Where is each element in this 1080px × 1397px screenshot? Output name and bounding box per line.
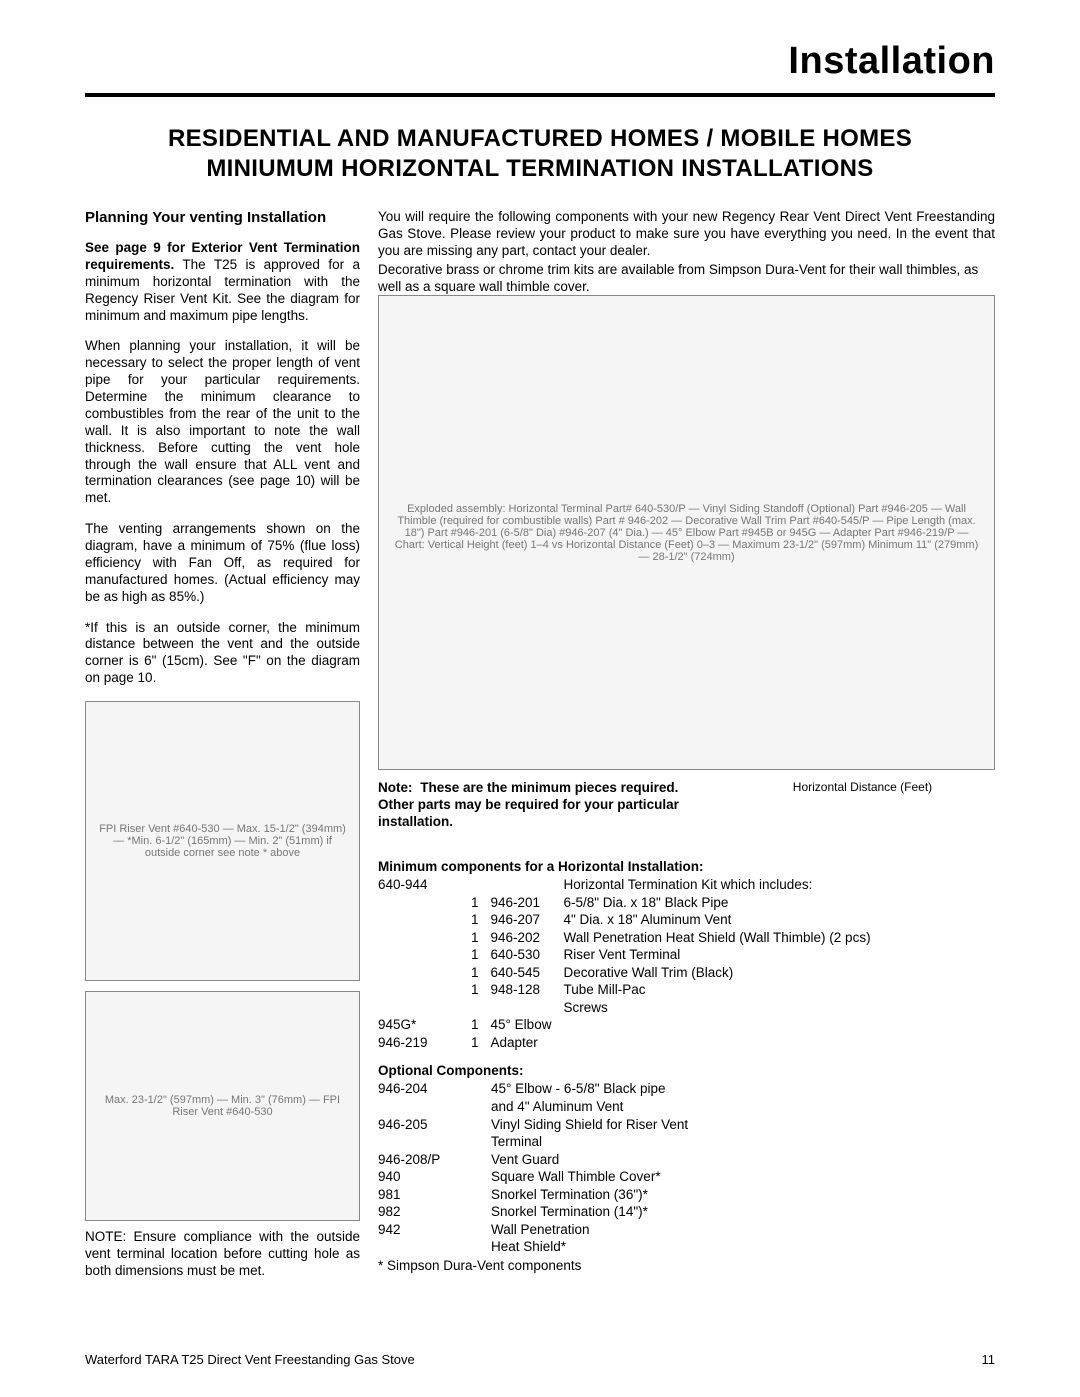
title-rule xyxy=(85,93,995,97)
left-column: Planning Your venting Installation See p… xyxy=(85,209,360,1280)
page-footer: Waterford TARA T25 Direct Vent Freestand… xyxy=(85,1352,995,1367)
intro-para-2: Decorative brass or chrome trim kits are… xyxy=(378,262,995,296)
opt-components-heading: Optional Components: xyxy=(378,1063,995,1078)
para-3: The venting arrangements shown on the di… xyxy=(85,521,360,605)
para-4: *If this is an outside corner, the minim… xyxy=(85,620,360,688)
page-title: Installation xyxy=(85,40,995,83)
chart-axis-caption: Horizontal Distance (Feet) xyxy=(730,780,995,845)
intro-para: You will require the following component… xyxy=(378,209,995,260)
table-row: Heat Shield* xyxy=(378,1238,700,1256)
table-row: 1948-128Tube Mill-Pac xyxy=(378,981,883,999)
table-row: Terminal xyxy=(378,1133,700,1151)
planning-subhead: Planning Your venting Installation xyxy=(85,209,360,226)
table-row: 1640-530Riser Vent Terminal xyxy=(378,946,883,964)
footer-product: Waterford TARA T25 Direct Vent Freestand… xyxy=(85,1352,415,1367)
note-bottom: NOTE: Ensure compliance with the outside… xyxy=(85,1229,360,1280)
table-row: 982Snorkel Termination (14")* xyxy=(378,1203,700,1221)
table-row: 945G*145° Elbow xyxy=(378,1016,883,1034)
table-row: 946-20445° Elbow - 6-5/8" Black pipe xyxy=(378,1080,700,1098)
diagram-exploded-label: Exploded assembly: Horizontal Terminal P… xyxy=(379,491,994,575)
para-2: When planning your installation, it will… xyxy=(85,338,360,507)
min-components-heading: Minimum components for a Horizontal Inst… xyxy=(378,859,995,874)
table-row: and 4" Aluminum Vent xyxy=(378,1098,700,1116)
table-row: 981Snorkel Termination (36")* xyxy=(378,1186,700,1204)
note-minimum-pieces: Note: These are the minimum pieces requi… xyxy=(378,780,710,831)
footer-page-number: 11 xyxy=(982,1352,996,1367)
table-row: 640-944Horizontal Termination Kit which … xyxy=(378,876,883,894)
diagram-corner-label: FPI Riser Vent #640-530 — Max. 15-1/2" (… xyxy=(86,815,359,867)
table-row: 942Wall Penetration xyxy=(378,1221,700,1239)
note-text: These are the minimum pieces required. O… xyxy=(378,780,679,829)
right-column: You will require the following component… xyxy=(378,209,995,1280)
table-row: 946-208/PVent Guard xyxy=(378,1151,700,1169)
min-components-table: 640-944Horizontal Termination Kit which … xyxy=(378,876,883,1051)
table-row: 946-2191Adapter xyxy=(378,1034,883,1052)
table-row: 1946-2016-5/8" Dia. x 18" Black Pipe xyxy=(378,894,883,912)
para-1: See page 9 for Exterior Vent Termination… xyxy=(85,240,360,324)
note-label: Note: xyxy=(378,780,413,795)
table-row: Screws xyxy=(378,999,883,1017)
section-heading-1: RESIDENTIAL AND MANUFACTURED HOMES / MOB… xyxy=(85,125,995,153)
diagram-height-clearance: Max. 23-1/2" (597mm) — Min. 3" (76mm) — … xyxy=(85,991,360,1221)
opt-components-table: 946-20445° Elbow - 6-5/8" Black pipeand … xyxy=(378,1080,700,1255)
table-row: 946-205Vinyl Siding Shield for Riser Ven… xyxy=(378,1116,700,1134)
table-row: 1640-545Decorative Wall Trim (Black) xyxy=(378,964,883,982)
dura-vent-footnote: * Simpson Dura-Vent components xyxy=(378,1258,995,1273)
diagram-exploded-assembly: Exploded assembly: Horizontal Terminal P… xyxy=(378,295,995,770)
table-row: 1946-2074" Dia. x 18" Aluminum Vent xyxy=(378,911,883,929)
diagram-height-label: Max. 23-1/2" (597mm) — Min. 3" (76mm) — … xyxy=(86,1086,359,1126)
section-heading-2: MINIUMUM HORIZONTAL TERMINATION INSTALLA… xyxy=(85,155,995,183)
table-row: 940Square Wall Thimble Cover* xyxy=(378,1168,700,1186)
table-row: 1946-202Wall Penetration Heat Shield (Wa… xyxy=(378,929,883,947)
diagram-corner-clearance: FPI Riser Vent #640-530 — Max. 15-1/2" (… xyxy=(85,701,360,981)
